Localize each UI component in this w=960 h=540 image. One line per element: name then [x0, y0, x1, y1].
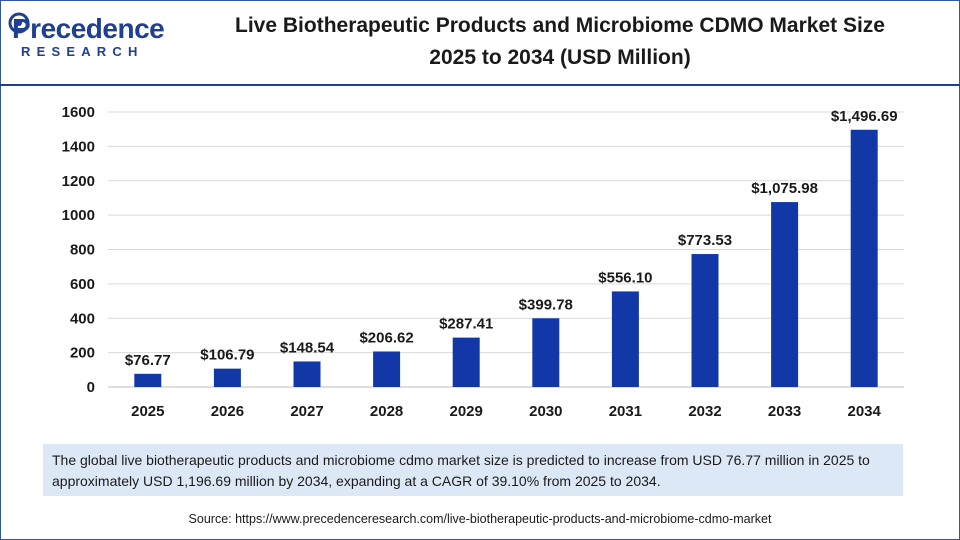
y-tick-label: 400 [70, 310, 95, 327]
description-text: The global live biotherapeutic products … [52, 452, 870, 489]
data-label: $148.54 [280, 339, 335, 356]
x-tick-label: 2027 [290, 403, 323, 420]
x-tick-label: 2030 [529, 403, 562, 420]
data-label: $556.10 [598, 269, 652, 286]
x-tick-label: 2025 [131, 403, 164, 420]
header-divider [0, 84, 960, 86]
y-tick-label: 1000 [62, 207, 95, 224]
chart-title-line-1: Live Biotherapeutic Products and Microbi… [235, 14, 885, 37]
bar [213, 368, 241, 387]
data-label: $76.77 [125, 352, 171, 369]
description-box: The global live biotherapeutic products … [43, 444, 903, 496]
y-tick-label: 0 [87, 379, 95, 396]
bar [293, 361, 321, 387]
data-label: $773.53 [678, 232, 732, 249]
data-label: $1,496.69 [831, 108, 898, 125]
precedence-research-logo[interactable]: Precedence RESEARCH [8, 12, 165, 64]
bar [611, 291, 639, 387]
bar-chart: 0 200 400 600 800 1000 1200 1400 1600 $76.77 2025 $… [62, 104, 904, 420]
y-tick-label: 800 [70, 242, 95, 259]
x-tick-label: 2031 [609, 403, 642, 420]
x-tick-label: 2034 [848, 403, 882, 420]
y-tick-label: 200 [70, 345, 95, 362]
chart-title: Live Biotherapeutic Products and Microbi… [170, 10, 950, 74]
source-citation[interactable]: Source: https://www.precedenceresearch.c… [188, 512, 772, 526]
x-tick-label: 2029 [450, 403, 483, 420]
header: Precedence RESEARCH Live Biotherapeutic … [0, 0, 960, 84]
x-tick-label: 2028 [370, 403, 403, 420]
x-tick-label: 2026 [211, 403, 244, 420]
data-label: $106.79 [200, 347, 254, 364]
bar [532, 318, 560, 387]
logo-mark-icon [8, 12, 30, 34]
bar [771, 202, 799, 387]
logo-word: Precedence [12, 13, 165, 44]
bar [691, 254, 719, 387]
y-tick-label: 1400 [62, 138, 95, 155]
y-tick-label: 1600 [62, 104, 95, 121]
y-tick-label: 1200 [62, 173, 95, 190]
bar [452, 337, 480, 387]
chart-title-line-2: 2025 to 2034 (USD Million) [429, 46, 691, 69]
logo-subtitle: RESEARCH [21, 44, 144, 59]
bar [850, 129, 878, 387]
data-label: $206.62 [359, 329, 413, 346]
data-label: $287.41 [439, 316, 493, 333]
y-tick-label: 600 [70, 276, 95, 293]
data-label: $399.78 [519, 296, 573, 313]
x-tick-label: 2032 [688, 403, 721, 420]
bar [373, 351, 401, 387]
bar [134, 373, 162, 387]
x-tick-label: 2033 [768, 403, 801, 420]
data-label: $1,075.98 [751, 180, 818, 197]
